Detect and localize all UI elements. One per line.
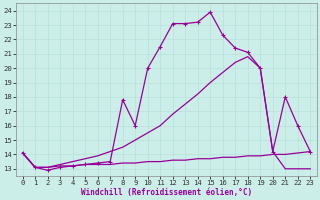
- X-axis label: Windchill (Refroidissement éolien,°C): Windchill (Refroidissement éolien,°C): [81, 188, 252, 197]
